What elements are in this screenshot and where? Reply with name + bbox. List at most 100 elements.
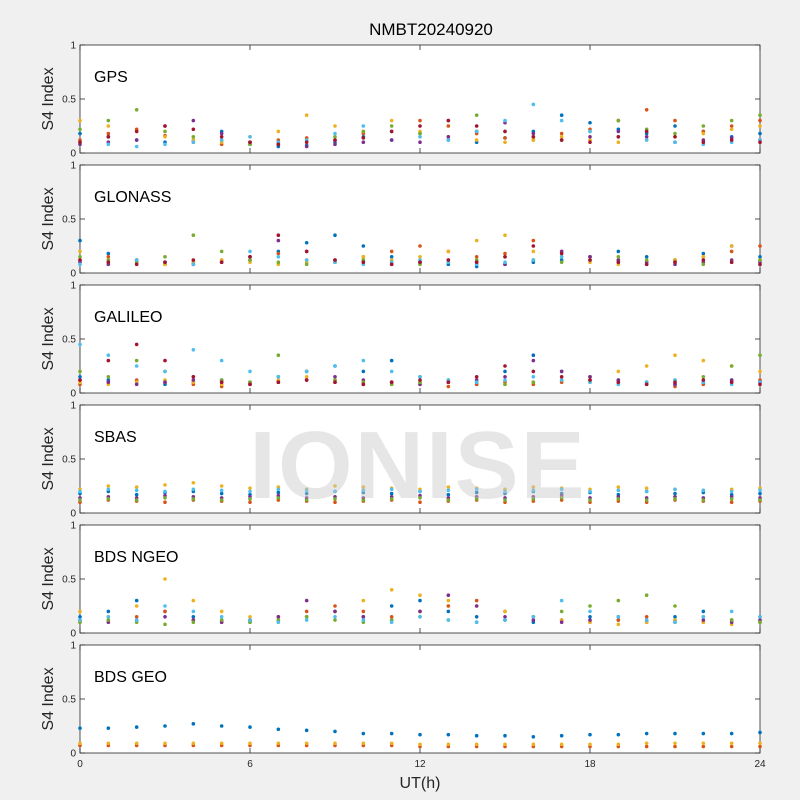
data-point bbox=[389, 118, 394, 123]
data-point bbox=[333, 500, 337, 505]
series-3 bbox=[78, 741, 762, 747]
data-point bbox=[701, 609, 706, 614]
data-point bbox=[418, 260, 422, 265]
data-point bbox=[588, 498, 592, 502]
data-point bbox=[219, 488, 224, 493]
data-point bbox=[78, 375, 82, 379]
data-point bbox=[559, 138, 564, 142]
data-point bbox=[616, 622, 621, 627]
data-point bbox=[163, 254, 167, 259]
data-point bbox=[616, 615, 621, 619]
data-point bbox=[758, 730, 762, 735]
data-point bbox=[701, 262, 706, 267]
y-axis-label: S4 Index bbox=[40, 307, 57, 370]
panel-sbas: 0 0.5 1 S4 Index SBAS bbox=[40, 401, 762, 520]
data-point bbox=[78, 498, 82, 502]
data-point bbox=[644, 615, 649, 619]
data-point bbox=[219, 260, 224, 265]
data-point bbox=[446, 604, 451, 608]
y-tick-label: 0 bbox=[70, 749, 76, 760]
y-axis-label: S4 Index bbox=[40, 187, 57, 250]
data-point bbox=[304, 369, 309, 374]
data-point bbox=[191, 741, 196, 746]
data-point bbox=[503, 369, 507, 374]
data-point bbox=[333, 489, 337, 494]
data-point bbox=[588, 609, 592, 614]
data-point bbox=[78, 127, 82, 132]
data-point bbox=[616, 742, 621, 747]
data-point bbox=[729, 618, 734, 622]
data-point bbox=[361, 618, 366, 622]
data-point bbox=[163, 615, 167, 619]
data-point bbox=[758, 382, 762, 387]
data-point bbox=[191, 140, 196, 144]
data-point bbox=[304, 144, 309, 149]
data-point bbox=[78, 262, 82, 267]
data-point bbox=[588, 618, 592, 622]
y-tick-label: 1 bbox=[70, 401, 76, 412]
data-point bbox=[418, 609, 422, 614]
data-point bbox=[191, 615, 196, 619]
data-point bbox=[418, 244, 422, 248]
data-point bbox=[503, 118, 507, 123]
y-tick-label: 0 bbox=[70, 269, 76, 280]
data-point bbox=[559, 254, 564, 259]
series-6 bbox=[78, 487, 762, 494]
y-tick-label: 0 bbox=[70, 389, 76, 400]
data-point bbox=[191, 135, 196, 139]
data-point bbox=[333, 233, 337, 237]
data-point bbox=[673, 380, 677, 385]
data-point bbox=[276, 490, 281, 495]
data-point bbox=[588, 135, 592, 139]
data-point bbox=[219, 131, 224, 136]
data-point bbox=[333, 497, 337, 501]
data-point bbox=[673, 615, 677, 619]
data-point bbox=[134, 598, 139, 603]
data-point bbox=[758, 498, 762, 502]
data-point bbox=[588, 742, 592, 747]
data-point bbox=[304, 488, 309, 493]
data-point bbox=[106, 487, 111, 492]
data-point bbox=[446, 118, 451, 123]
data-point bbox=[134, 615, 139, 619]
y-tick-label: 0.5 bbox=[62, 95, 76, 106]
data-point bbox=[78, 618, 82, 622]
data-point bbox=[474, 490, 479, 495]
data-point bbox=[106, 118, 111, 123]
data-point bbox=[276, 233, 281, 237]
data-point bbox=[673, 741, 677, 746]
data-point bbox=[616, 380, 621, 385]
x-tick-label: 18 bbox=[584, 759, 596, 770]
data-point bbox=[418, 375, 422, 379]
data-point bbox=[673, 487, 677, 492]
data-point bbox=[191, 233, 196, 237]
data-point bbox=[389, 138, 394, 142]
data-point bbox=[134, 364, 139, 368]
data-point bbox=[106, 615, 111, 619]
data-point bbox=[361, 741, 366, 746]
data-point bbox=[503, 260, 507, 265]
data-point bbox=[503, 129, 507, 134]
data-point bbox=[361, 140, 366, 144]
data-point bbox=[559, 609, 564, 614]
series-1 bbox=[78, 722, 762, 739]
data-point bbox=[418, 131, 422, 136]
data-point bbox=[758, 254, 762, 259]
y-axis-label: S4 Index bbox=[40, 67, 57, 130]
data-point bbox=[333, 131, 337, 136]
data-point bbox=[588, 375, 592, 379]
y-axis-label: S4 Index bbox=[40, 427, 57, 490]
y-tick-label: 0 bbox=[70, 629, 76, 640]
data-point bbox=[644, 108, 649, 112]
data-point bbox=[333, 138, 337, 142]
data-point bbox=[134, 108, 139, 112]
data-point bbox=[389, 741, 394, 746]
x-tick-label: 0 bbox=[77, 759, 83, 770]
data-point bbox=[559, 487, 564, 492]
data-point bbox=[389, 262, 394, 267]
data-point bbox=[474, 615, 479, 619]
data-point bbox=[304, 378, 309, 382]
data-point bbox=[361, 129, 366, 134]
data-point bbox=[191, 118, 196, 123]
data-point bbox=[304, 728, 309, 733]
